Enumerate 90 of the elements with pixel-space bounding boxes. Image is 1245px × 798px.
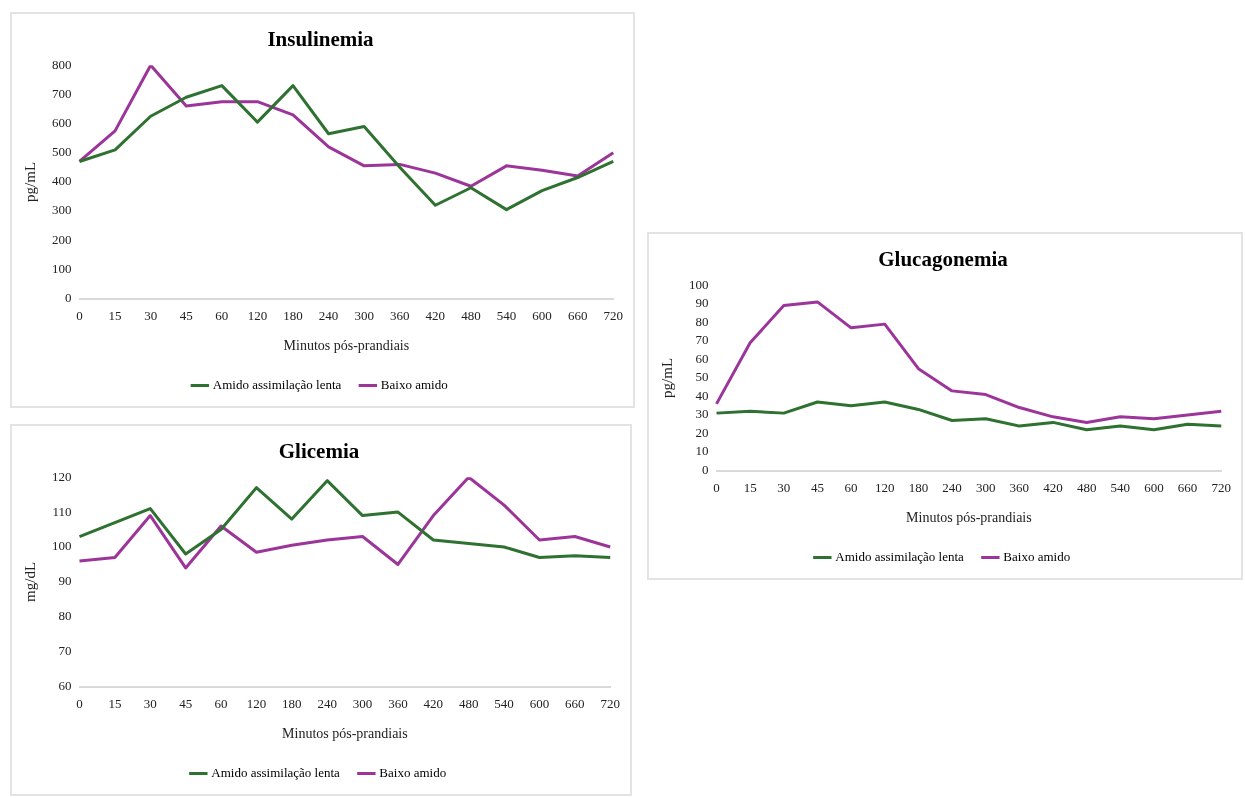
x-tick-label: 240 (317, 695, 337, 711)
y-tick-label: 70 (58, 643, 72, 659)
y-tick-label: 80 (58, 608, 72, 624)
y-tick-label: 100 (689, 276, 709, 292)
x-tick-label: 660 (565, 695, 585, 711)
y-tick-label: 800 (52, 56, 72, 72)
legend-label: Amido assimilação lenta (211, 764, 341, 780)
x-tick-label: 300 (975, 479, 996, 495)
y-tick-label: 100 (52, 260, 72, 276)
y-tick-label: 90 (695, 295, 709, 311)
x-tick-label: 240 (318, 307, 339, 323)
x-tick-label: 0 (76, 307, 83, 323)
y-tick-label: 30 (695, 406, 709, 422)
x-tick-label: 720 (600, 695, 620, 711)
x-tick-label: 540 (496, 307, 517, 323)
legend-label: Baixo amido (379, 764, 447, 780)
chart-title: Insulinemia (267, 27, 375, 52)
y-tick-label: 90 (58, 573, 72, 589)
x-tick-label: 480 (1076, 479, 1097, 495)
x-tick-label: 60 (214, 695, 228, 711)
x-tick-label: 660 (1177, 479, 1198, 495)
y-tick-label: 400 (52, 173, 72, 189)
legend-label: Amido assimilação lenta (835, 548, 965, 564)
x-tick-label: 600 (1144, 479, 1164, 495)
x-tick-label: 30 (777, 479, 791, 495)
x-tick-label: 45 (179, 695, 193, 711)
y-tick-label: 10 (695, 443, 709, 459)
x-tick-label: 420 (425, 307, 446, 323)
x-tick-label: 120 (246, 695, 267, 711)
legend-label: Baixo amido (380, 376, 448, 392)
x-tick-label: 300 (354, 307, 374, 323)
x-tick-label: 15 (108, 695, 122, 711)
y-tick-label: 60 (58, 678, 72, 694)
x-tick-label: 660 (567, 307, 588, 323)
x-tick-label: 600 (532, 307, 552, 323)
y-axis-title: pg/mL (658, 357, 675, 398)
x-tick-label: 45 (810, 479, 824, 495)
chart-title: Glucagonemia (878, 247, 1009, 272)
x-tick-label: 30 (143, 695, 157, 711)
x-tick-label: 0 (713, 479, 720, 495)
x-tick-label: 240 (942, 479, 962, 495)
x-tick-label: 60 (844, 479, 858, 495)
chart-title: Glicemia (278, 439, 360, 464)
x-tick-label: 60 (215, 307, 229, 323)
x-tick-label: 420 (423, 695, 444, 711)
y-tick-label: 200 (52, 231, 72, 247)
y-tick-label: 50 (695, 369, 709, 385)
x-tick-label: 480 (458, 695, 479, 711)
y-tick-label: 110 (52, 503, 72, 519)
x-tick-label: 480 (461, 307, 481, 323)
y-tick-label: 600 (52, 114, 72, 130)
y-tick-label: 80 (695, 313, 709, 329)
x-tick-label: 0 (76, 695, 83, 711)
x-tick-label: 15 (743, 479, 757, 495)
y-tick-label: 40 (695, 387, 709, 403)
x-tick-label: 15 (108, 307, 122, 323)
y-tick-label: 500 (52, 144, 72, 160)
y-tick-label: 300 (52, 202, 72, 218)
x-tick-label: 360 (388, 695, 408, 711)
legend-label: Baixo amido (1003, 548, 1071, 564)
x-tick-label: 600 (529, 695, 550, 711)
y-tick-label: 20 (695, 424, 709, 440)
legend-label: Amido assimilação lenta (212, 376, 342, 392)
y-tick-label: 100 (52, 538, 72, 554)
x-tick-label: 180 (908, 479, 929, 495)
x-tick-label: 720 (603, 307, 623, 323)
x-tick-label: 720 (1211, 479, 1231, 495)
x-tick-label: 180 (283, 307, 303, 323)
x-tick-label: 540 (1110, 479, 1131, 495)
x-axis-title: Minutos pós-prandiais (282, 726, 408, 742)
y-tick-label: 0 (702, 462, 709, 478)
x-tick-label: 360 (390, 307, 410, 323)
x-tick-label: 30 (144, 307, 158, 323)
y-axis-title: mg/dL (21, 561, 38, 602)
x-tick-label: 45 (179, 307, 193, 323)
y-tick-label: 60 (695, 350, 709, 366)
y-tick-label: 120 (52, 468, 72, 484)
y-tick-label: 0 (65, 290, 72, 306)
x-tick-label: 300 (352, 695, 373, 711)
x-tick-label: 360 (1009, 479, 1030, 495)
y-axis-title: pg/mL (21, 161, 38, 202)
x-axis-title: Minutos pós-prandiais (906, 510, 1032, 526)
y-tick-label: 70 (695, 332, 709, 348)
x-tick-label: 180 (282, 695, 302, 711)
x-tick-label: 120 (247, 307, 268, 323)
x-tick-label: 420 (1043, 479, 1063, 495)
x-tick-label: 120 (875, 479, 895, 495)
x-tick-label: 540 (494, 695, 514, 711)
x-axis-title: Minutos pós-prandiais (283, 338, 410, 354)
y-tick-label: 700 (52, 85, 72, 101)
